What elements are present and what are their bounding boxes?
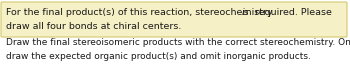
Text: required. Please: required. Please	[252, 8, 332, 17]
Text: is: is	[242, 8, 250, 17]
Text: draw the expected organic product(s) and omit inorganic products.: draw the expected organic product(s) and…	[6, 52, 311, 61]
FancyBboxPatch shape	[1, 2, 347, 37]
Text: draw all four bonds at chiral centers.: draw all four bonds at chiral centers.	[6, 22, 181, 31]
Text: For the final product(s) of this reaction, stereochemistry: For the final product(s) of this reactio…	[6, 8, 276, 17]
Text: Draw the final stereoisomeric products with the correct stereochemistry. Only: Draw the final stereoisomeric products w…	[6, 38, 350, 47]
